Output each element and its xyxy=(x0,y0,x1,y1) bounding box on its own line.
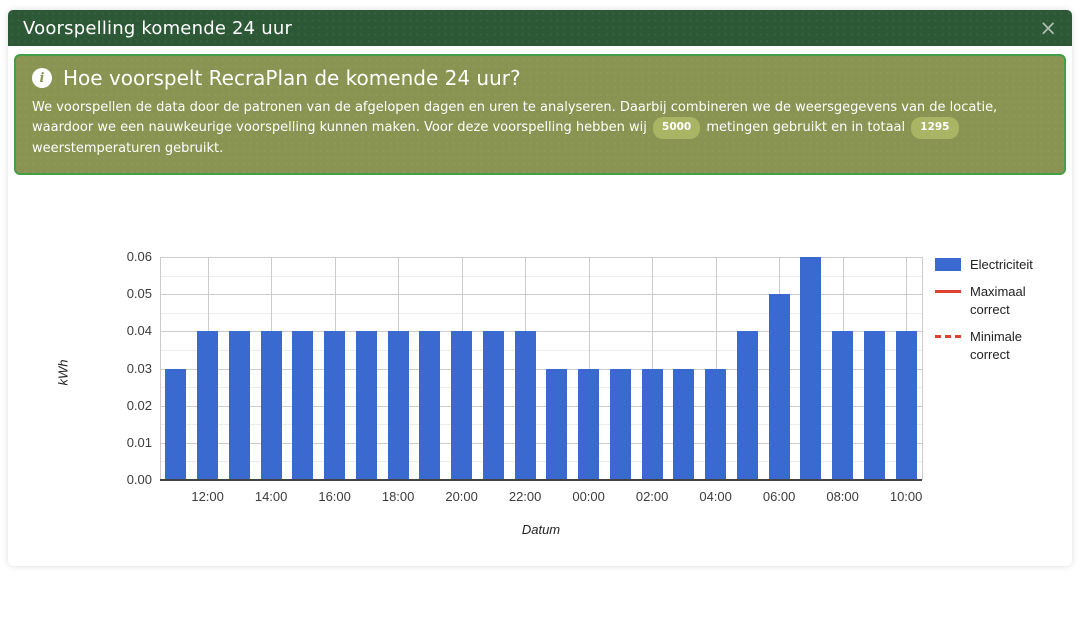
close-icon[interactable]: × xyxy=(1039,15,1057,40)
chart-bar-11:00[interactable] xyxy=(165,368,187,480)
major-gridline xyxy=(160,442,922,444)
minor-gridline xyxy=(160,461,922,463)
x-axis-title: Datum xyxy=(521,522,561,537)
chart-bar-20:00[interactable] xyxy=(451,331,473,480)
legend-item: Minimale correct xyxy=(935,328,1048,364)
chart-bar-09:00[interactable] xyxy=(863,331,885,480)
x-axis-tick-label: 10:00 xyxy=(889,489,923,504)
chart-bar-15:00[interactable] xyxy=(292,331,314,480)
x-axis-tick-label: 06:00 xyxy=(762,489,796,504)
chart-bar-08:00[interactable] xyxy=(832,331,854,480)
forecast-modal: Voorspelling komende 24 uur × i Hoe voor… xyxy=(8,10,1072,566)
chart-bar-06:00[interactable] xyxy=(768,294,790,480)
info-box: i Hoe voorspelt RecraPlan de komende 24 … xyxy=(14,54,1066,175)
chart-bar-22:00[interactable] xyxy=(514,331,536,480)
x-axis-tick-label: 04:00 xyxy=(699,489,732,504)
minor-gridline xyxy=(160,275,922,277)
chart-bar-10:00[interactable] xyxy=(895,331,917,480)
chart-bar-03:00[interactable] xyxy=(673,368,695,480)
vertical-gridline xyxy=(160,257,161,480)
chart-bar-02:00[interactable] xyxy=(641,368,663,480)
modal-header: Voorspelling komende 24 uur × xyxy=(8,10,1072,46)
legend-swatch-line xyxy=(935,290,961,293)
chart-bar-14:00[interactable] xyxy=(260,331,282,480)
x-axis-tick-label: 14:00 xyxy=(254,489,288,504)
x-axis-tick-label: 02:00 xyxy=(635,489,669,504)
y-axis-tick-label: 0.02 xyxy=(126,397,152,413)
chart-bar-04:00[interactable] xyxy=(705,368,727,480)
chart-bar-17:00[interactable] xyxy=(355,331,377,480)
x-axis-tick-label: 16:00 xyxy=(318,489,351,504)
chart-bar-07:00[interactable] xyxy=(800,257,822,480)
legend-swatch-dashed-line xyxy=(935,335,961,338)
info-body-part1: We voorspellen de data door de patronen … xyxy=(32,100,998,135)
x-axis-line xyxy=(160,479,922,481)
chart-bar-13:00[interactable] xyxy=(228,331,250,480)
chart-bar-19:00[interactable] xyxy=(419,331,441,480)
legend-label: Maximaal correct xyxy=(970,284,1026,317)
x-axis-tick-label: 12:00 xyxy=(191,489,224,504)
major-gridline xyxy=(160,294,922,296)
y-axis-tick-label: 0.01 xyxy=(126,434,152,450)
y-axis-tick-label: 0.06 xyxy=(126,249,152,264)
x-axis-tick-label: 08:00 xyxy=(826,489,859,504)
legend-item: Maximaal correct xyxy=(935,283,1048,319)
chart-bar-21:00[interactable] xyxy=(482,331,504,480)
major-gridline xyxy=(160,257,922,258)
temperaturen-count-badge: 1295 xyxy=(911,117,959,139)
minor-gridline xyxy=(160,349,922,351)
forecast-bar-chart: 0.00 0.01 0.02 0.03 0.04 0.05 0.06 12:00 14:00 16… xyxy=(8,249,1072,567)
y-axis-title: kWh xyxy=(55,359,71,386)
major-gridline xyxy=(160,331,922,333)
chart-bar-23:00[interactable] xyxy=(546,368,568,480)
minor-gridline xyxy=(160,387,922,389)
metingen-count-badge: 5000 xyxy=(653,117,701,139)
major-gridline xyxy=(160,405,922,407)
info-body-text: We voorspellen de data door de patronen … xyxy=(32,98,1042,158)
chart-bar-00:00[interactable] xyxy=(578,368,600,480)
minor-gridline xyxy=(160,312,922,314)
x-axis-tick-label: 22:00 xyxy=(508,489,542,504)
plot-area: 0.00 0.01 0.02 0.03 0.04 0.05 0.06 xyxy=(127,249,923,487)
chart-bar-01:00[interactable] xyxy=(609,368,631,480)
info-heading-text: Hoe voorspelt RecraPlan de komende 24 uu… xyxy=(63,66,521,90)
legend-label: Electriciteit xyxy=(970,257,1033,272)
y-axis-tick-label: 0.00 xyxy=(126,472,152,487)
x-axis-tick-label: 00:00 xyxy=(572,489,605,504)
legend-item: Electriciteit xyxy=(935,256,1048,274)
y-axis-tick-label: 0.03 xyxy=(126,360,152,376)
x-axis-tick-label: 18:00 xyxy=(381,489,415,504)
minor-gridline xyxy=(160,424,922,426)
y-axis-tick-label: 0.04 xyxy=(126,323,152,339)
major-gridline xyxy=(160,368,922,370)
chart-bar-18:00[interactable] xyxy=(387,331,409,480)
info-body-part3: weerstemperaturen gebruikt. xyxy=(32,141,224,156)
chart-bar-16:00[interactable] xyxy=(324,331,346,480)
y-axis-tick-label: 0.05 xyxy=(126,286,152,302)
chart-bar-05:00[interactable] xyxy=(736,331,758,480)
info-icon: i xyxy=(32,68,52,88)
info-heading-row: i Hoe voorspelt RecraPlan de komende 24 … xyxy=(32,66,1048,90)
chart-legend: Electriciteit Maximaal correct Minimale co… xyxy=(935,256,1048,364)
legend-label: Minimale correct xyxy=(970,329,1023,362)
info-body-part2: metingen gebruikt en in totaal xyxy=(706,120,906,135)
legend-swatch-box xyxy=(935,258,961,271)
modal-title: Voorspelling komende 24 uur xyxy=(23,17,293,39)
chart-bar-12:00[interactable] xyxy=(197,331,219,480)
vertical-gridline xyxy=(922,257,923,480)
x-axis-tick-label: 20:00 xyxy=(445,489,478,504)
